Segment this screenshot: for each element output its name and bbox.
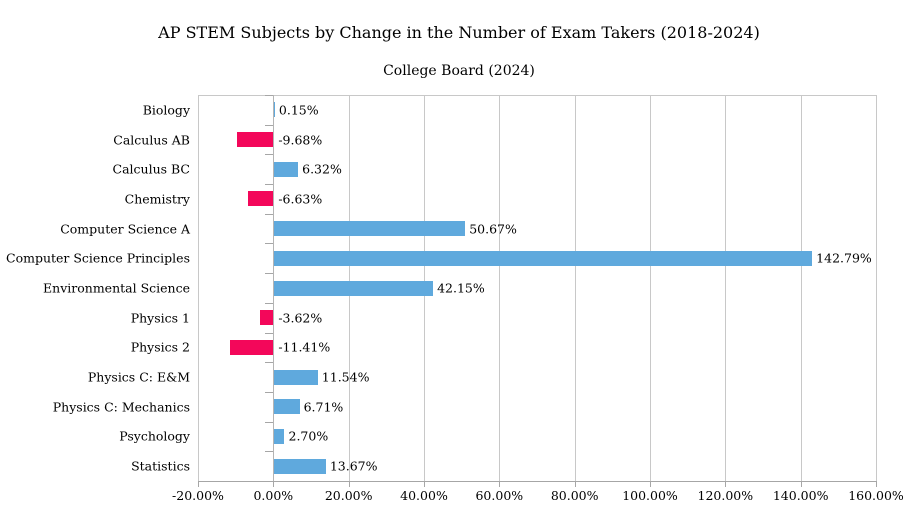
category-label-calculus-bc: Calculus BC (112, 161, 190, 177)
category-axis-tick (265, 481, 274, 482)
bar-computer-science-principles (274, 250, 813, 266)
category-label-computer-science-principles: Computer Science Principles (6, 250, 190, 266)
x-axis-tick-label: 140.00% (772, 488, 829, 503)
category-axis-tick (265, 213, 274, 215)
x-axis-tick (424, 482, 425, 487)
x-axis-tick (198, 482, 199, 487)
category-axis-line (273, 95, 275, 481)
category-label-physics-2: Physics 2 (130, 339, 190, 355)
plot-top-border (198, 95, 877, 96)
bar-value-label-calculus-ab: -9.68% (278, 132, 323, 148)
category-label-physics-1: Physics 1 (130, 310, 190, 326)
bar-physics-c-e-m (274, 369, 318, 385)
bar-value-label-physics-1: -3.62% (278, 310, 323, 326)
x-axis-tick-label: 20.00% (324, 488, 373, 503)
bar-value-label-statistics: 13.67% (329, 458, 378, 474)
category-axis-tick (265, 421, 274, 423)
category-axis-tick (265, 451, 274, 453)
x-axis-tick-label: 120.00% (697, 488, 754, 503)
category-label-physics-c-mechanics: Physics C: Mechanics (52, 399, 190, 415)
x-axis-tick-label: 100.00% (622, 488, 678, 503)
x-axis-tick-label: 60.00% (475, 488, 524, 503)
bar-value-label-chemistry: -6.63% (278, 191, 323, 207)
bar-calculus-ab (236, 132, 274, 148)
category-axis-tick (265, 302, 274, 304)
gridline-100 (650, 95, 651, 481)
x-axis-tick-label: 0.00% (253, 488, 294, 503)
bar-environmental-science (274, 280, 434, 296)
chart-subtitle: College Board (2024) (383, 63, 535, 79)
category-label-physics-c-e-m: Physics C: E&M (87, 369, 190, 385)
gridline-120 (725, 95, 727, 481)
bar-biology (274, 102, 275, 118)
bar-value-label-physics-c-mechanics: 6.71% (303, 399, 344, 415)
gridline-140 (800, 95, 802, 481)
category-axis-tick (265, 332, 274, 334)
x-axis-tick (499, 482, 501, 487)
bar-value-label-computer-science-a: 50.67% (469, 221, 517, 237)
bar-value-label-environmental-science: 42.15% (437, 280, 485, 296)
bar-value-label-physics-2: -11.41% (278, 339, 331, 355)
x-axis-tick-label: 40.00% (400, 488, 448, 503)
category-label-biology: Biology (142, 102, 190, 118)
x-axis-tick (876, 482, 877, 487)
category-axis-tick (265, 184, 274, 186)
plot-area: 0.15% -9.68% 6.32% -6.63% 50.67% 142.79% 42.15… (198, 95, 877, 487)
x-axis-tick (650, 482, 651, 487)
category-axis-tick (265, 273, 274, 275)
bar-computer-science-a (274, 221, 466, 237)
category-label-calculus-ab: Calculus AB (113, 132, 190, 148)
x-axis-line (198, 481, 877, 482)
bar-value-label-calculus-bc: 6.32% (302, 161, 342, 177)
x-axis-tick-label: -20.00% (172, 488, 224, 503)
bar-calculus-bc (274, 161, 299, 177)
bar-statistics (274, 458, 326, 474)
category-label-environmental-science: Environmental Science (43, 280, 190, 296)
x-axis-tick (574, 482, 576, 487)
x-axis-tick-label: 160.00% (848, 488, 904, 503)
category-axis-tick (265, 124, 274, 126)
category-label-statistics: Statistics (131, 458, 190, 474)
category-axis-tick (265, 243, 274, 245)
gridline-60 (499, 95, 501, 481)
x-axis-tick (800, 482, 802, 487)
category-label-chemistry: Chemistry (124, 191, 190, 207)
x-axis-tick (725, 482, 727, 487)
chart-title: AP STEM Subjects by Change in the Number… (158, 23, 760, 42)
bar-value-label-psychology: 2.70% (288, 428, 329, 444)
category-label-computer-science-a: Computer Science A (60, 221, 190, 237)
x-axis-tick (348, 482, 350, 487)
gridline-160 (876, 95, 877, 481)
x-axis-tick (273, 482, 275, 487)
category-axis-tick (265, 362, 274, 364)
category-axis-tick (265, 154, 274, 156)
category-label-psychology: Psychology (119, 428, 190, 444)
bar-value-label-physics-c-e-m: 11.54% (321, 369, 370, 385)
bar-physics-2 (230, 339, 274, 355)
bar-physics-1 (259, 310, 274, 326)
bar-value-label-biology: 0.15% (278, 102, 319, 118)
bar-psychology (274, 428, 285, 444)
category-axis-tick (265, 95, 274, 96)
bar-value-label-computer-science-principles: 142.79% (816, 250, 872, 266)
gridline-80 (574, 95, 576, 481)
gridline--20 (198, 95, 199, 481)
category-axis-tick (265, 391, 274, 393)
bar-chemistry (248, 191, 274, 207)
bar-physics-c-mechanics (274, 399, 300, 415)
x-axis-tick-label: 80.00% (550, 488, 599, 503)
